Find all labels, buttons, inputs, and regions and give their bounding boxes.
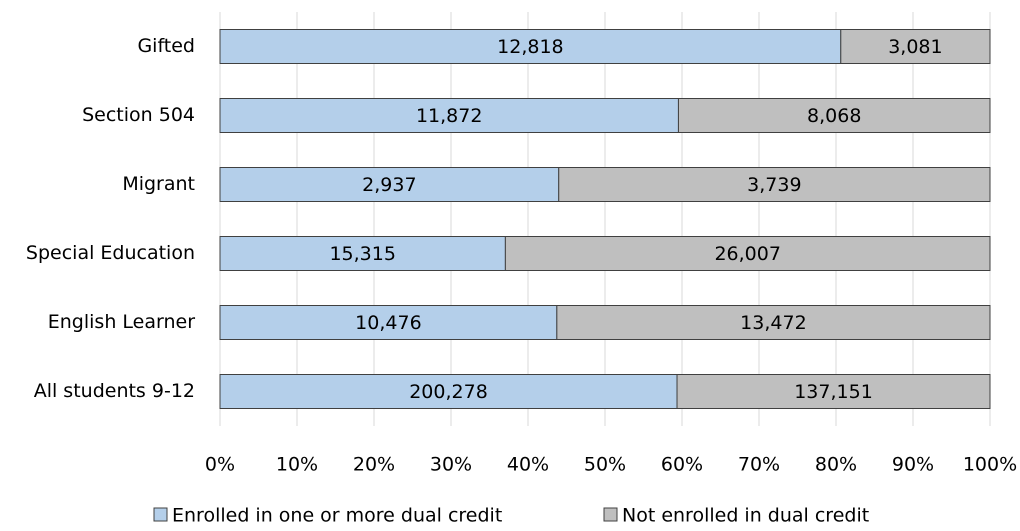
- data-label: 3,081: [888, 36, 942, 58]
- x-tick-label: 100%: [963, 454, 1017, 476]
- data-label: 137,151: [794, 381, 873, 403]
- data-label: 2,937: [362, 174, 416, 196]
- bar: [219, 167, 560, 202]
- bar: [556, 305, 991, 340]
- legend-swatch: [603, 507, 618, 522]
- x-tick-label: 0%: [205, 454, 235, 476]
- bar: [219, 98, 679, 133]
- x-tick-label: 90%: [892, 454, 934, 476]
- bar: [558, 167, 991, 202]
- data-label: 26,007: [714, 243, 780, 265]
- bar: [219, 29, 842, 64]
- x-tick-label: 40%: [507, 454, 549, 476]
- legend-label: Not enrolled in dual credit: [622, 505, 869, 527]
- y-tick-label: Special Education: [26, 242, 195, 264]
- bar: [219, 305, 558, 340]
- data-label: 15,315: [329, 243, 395, 265]
- y-tick-label: All students 9-12: [34, 380, 195, 402]
- y-tick-label: Section 504: [82, 104, 195, 126]
- bar: [840, 29, 991, 64]
- bar: [677, 98, 991, 133]
- data-label: 200,278: [409, 381, 488, 403]
- x-tick-label: 20%: [353, 454, 395, 476]
- x-tick-label: 50%: [584, 454, 626, 476]
- data-label: 13,472: [740, 312, 806, 334]
- legend-swatch: [153, 507, 168, 522]
- data-label: 11,872: [416, 105, 482, 127]
- y-tick-label: English Learner: [48, 311, 195, 333]
- x-tick-label: 80%: [815, 454, 857, 476]
- legend-label: Enrolled in one or more dual credit: [172, 505, 502, 527]
- data-label: 3,739: [747, 174, 801, 196]
- bar: [219, 236, 506, 271]
- y-tick-label: Migrant: [122, 173, 195, 195]
- bar: [504, 236, 991, 271]
- data-label: 10,476: [355, 312, 421, 334]
- bar: [676, 374, 991, 409]
- x-tick-label: 30%: [430, 454, 472, 476]
- data-label: 8,068: [807, 105, 861, 127]
- x-tick-label: 60%: [661, 454, 703, 476]
- bar: [219, 374, 678, 409]
- x-tick-label: 70%: [738, 454, 780, 476]
- x-tick-label: 10%: [276, 454, 318, 476]
- y-tick-label: Gifted: [137, 35, 195, 57]
- data-label: 12,818: [497, 36, 563, 58]
